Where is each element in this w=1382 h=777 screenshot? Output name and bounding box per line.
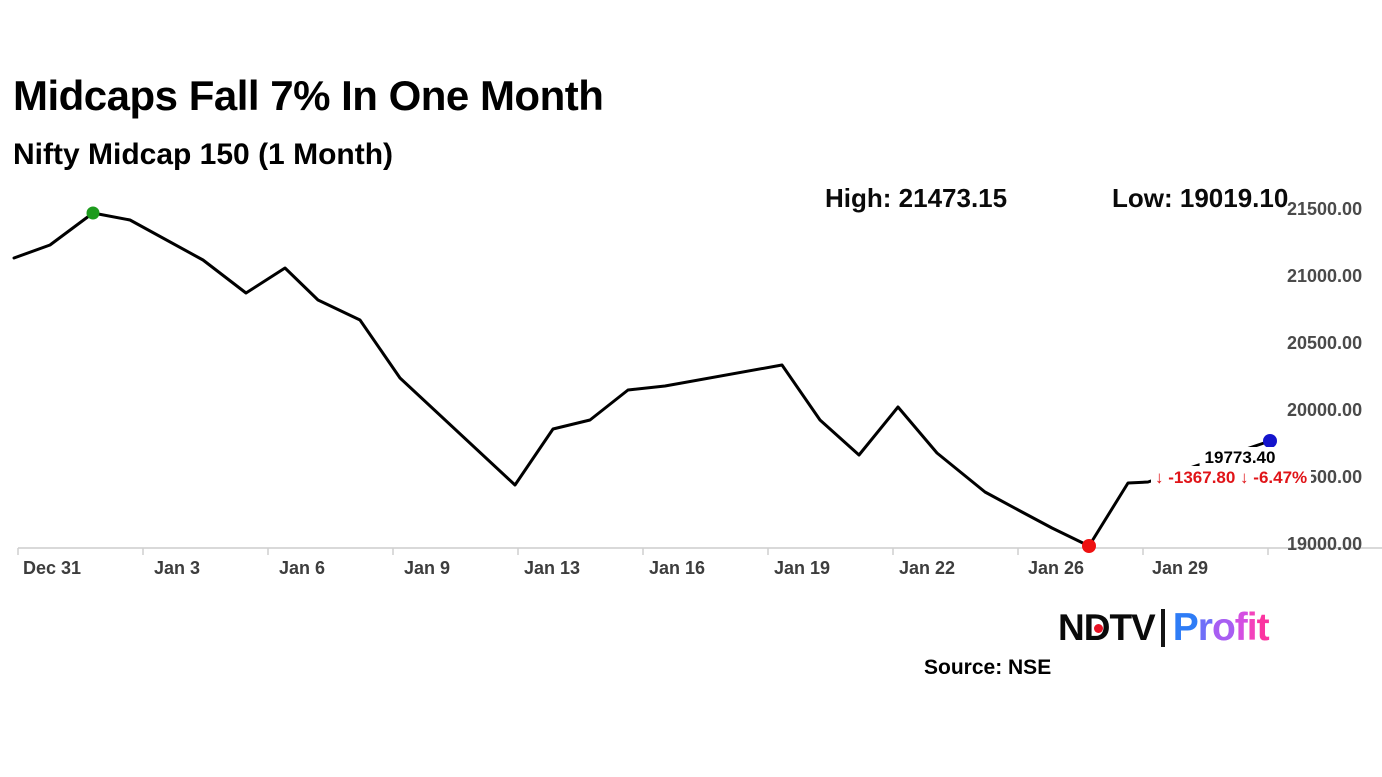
- chart-subtitle: Nifty Midcap 150 (1 Month): [13, 138, 394, 171]
- x-axis-label: Jan 13: [523, 558, 581, 578]
- profit-letter: f: [1234, 606, 1248, 649]
- x-axis-label: Dec 31: [22, 558, 82, 578]
- x-axis-label: Jan 6: [278, 558, 326, 578]
- high-stat: High: 21473.15: [825, 183, 1008, 213]
- last-value-label: 19773.40: [1199, 447, 1281, 469]
- last-marker: [1263, 434, 1277, 448]
- low-stat: Low: 19019.10: [1112, 183, 1289, 213]
- page-title: Midcaps Fall 7% In One Month: [13, 72, 604, 119]
- ndtv-red-dot-icon: [1094, 624, 1103, 633]
- profit-logo-text: Profit: [1172, 606, 1270, 649]
- profit-letter: i: [1246, 606, 1258, 649]
- y-axis-label: 21000.00: [1287, 266, 1363, 286]
- x-axis-label: Jan 16: [648, 558, 706, 578]
- x-axis-label: Jan 22: [898, 558, 956, 578]
- x-axis-label: Jan 3: [153, 558, 201, 578]
- x-axis-label: Jan 9: [403, 558, 451, 578]
- y-axis-label: 21500.00: [1287, 199, 1363, 219]
- profit-letter: t: [1256, 606, 1270, 649]
- x-axis-label: Jan 26: [1027, 558, 1085, 578]
- change-label: ↓ -1367.80 ↓ -6.47%: [1151, 466, 1312, 490]
- x-axis-label: Jan 19: [773, 558, 831, 578]
- y-axis-label: 19000.00: [1287, 534, 1363, 554]
- ndtv-logo-text: NDTV: [1058, 607, 1156, 648]
- profit-letter: o: [1211, 606, 1236, 649]
- high-marker: [86, 206, 100, 220]
- profit-letter: P: [1172, 606, 1199, 649]
- x-axis-label: Jan 29: [1151, 558, 1209, 578]
- logo-divider: [1160, 608, 1165, 647]
- low-marker: [1082, 539, 1096, 553]
- price-line: [12, 211, 1272, 548]
- profit-letter: r: [1197, 606, 1213, 649]
- y-axis-label: 20000.00: [1287, 400, 1363, 420]
- source-label: Source: NSE: [924, 656, 1052, 679]
- y-axis-label: 20500.00: [1287, 333, 1363, 353]
- ndtv-profit-logo: NDTV Profit: [1058, 606, 1270, 649]
